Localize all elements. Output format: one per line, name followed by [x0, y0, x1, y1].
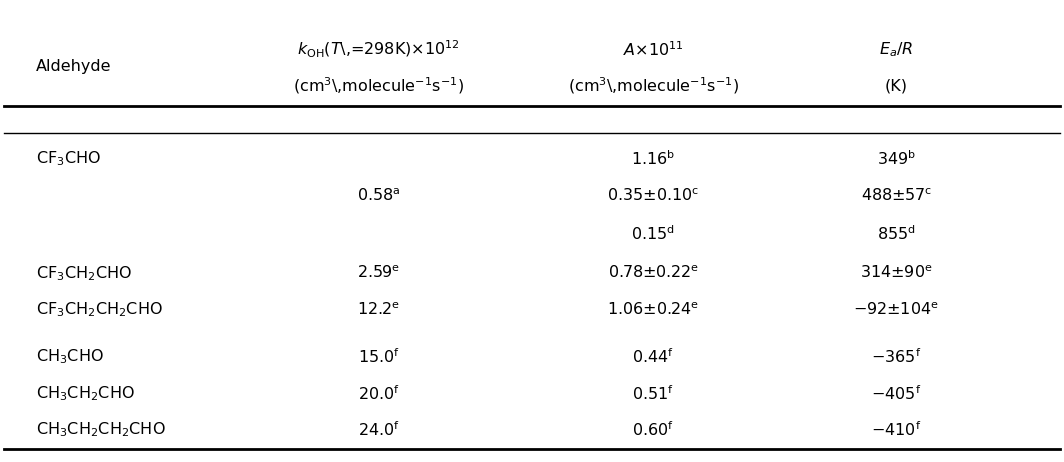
Text: CH$_3$CH$_2$CHO: CH$_3$CH$_2$CHO: [36, 384, 134, 403]
Text: CF$_3$CH$_2$CHO: CF$_3$CH$_2$CHO: [36, 264, 132, 283]
Text: 0.15$^{\rm d}$: 0.15$^{\rm d}$: [631, 225, 676, 243]
Text: 0.35±0.10$^{\rm c}$: 0.35±0.10$^{\rm c}$: [608, 188, 699, 204]
Text: 20.0$^{\rm f}$: 20.0$^{\rm f}$: [358, 384, 400, 403]
Text: −405$^{\rm f}$: −405$^{\rm f}$: [871, 384, 921, 403]
Text: 1.16$^{\rm b}$: 1.16$^{\rm b}$: [631, 149, 676, 168]
Text: 0.58$^{\rm a}$: 0.58$^{\rm a}$: [358, 188, 401, 204]
Text: CH$_3$CHO: CH$_3$CHO: [36, 348, 103, 366]
Text: CF$_3$CH$_2$CH$_2$CHO: CF$_3$CH$_2$CH$_2$CHO: [36, 300, 163, 319]
Text: 0.60$^{\rm f}$: 0.60$^{\rm f}$: [632, 420, 675, 439]
Text: −410$^{\rm f}$: −410$^{\rm f}$: [871, 420, 921, 439]
Text: 314±90$^{\rm e}$: 314±90$^{\rm e}$: [860, 265, 932, 281]
Text: $A$$\times$10$^{11}$: $A$$\times$10$^{11}$: [624, 40, 684, 59]
Text: −365$^{\rm f}$: −365$^{\rm f}$: [871, 348, 921, 366]
Text: 12.2$^{\rm e}$: 12.2$^{\rm e}$: [358, 301, 400, 318]
Text: $k_{\rm OH}$($T$\,=298K)$\times$10$^{12}$: $k_{\rm OH}$($T$\,=298K)$\times$10$^{12}…: [298, 39, 461, 60]
Text: 349$^{\rm b}$: 349$^{\rm b}$: [877, 149, 916, 168]
Text: 15.0$^{\rm f}$: 15.0$^{\rm f}$: [358, 348, 400, 366]
Text: (K): (K): [884, 79, 908, 93]
Text: −92±104$^{\rm e}$: −92±104$^{\rm e}$: [853, 301, 940, 318]
Text: 24.0$^{\rm f}$: 24.0$^{\rm f}$: [358, 420, 400, 439]
Text: Aldehyde: Aldehyde: [36, 59, 112, 74]
Text: 0.51$^{\rm f}$: 0.51$^{\rm f}$: [632, 384, 675, 403]
Text: $E_a$/$R$: $E_a$/$R$: [879, 40, 913, 59]
Text: (cm$^3$\,molecule$^{-1}$s$^{-1}$): (cm$^3$\,molecule$^{-1}$s$^{-1}$): [568, 75, 739, 96]
Text: (cm$^3$\,molecule$^{-1}$s$^{-1}$): (cm$^3$\,molecule$^{-1}$s$^{-1}$): [294, 75, 465, 96]
Text: CF$_3$CHO: CF$_3$CHO: [36, 149, 101, 168]
Text: 2.59$^{\rm e}$: 2.59$^{\rm e}$: [358, 265, 400, 281]
Text: CH$_3$CH$_2$CH$_2$CHO: CH$_3$CH$_2$CH$_2$CHO: [36, 420, 166, 439]
Text: 855$^{\rm d}$: 855$^{\rm d}$: [877, 225, 916, 243]
Text: 0.78±0.22$^{\rm e}$: 0.78±0.22$^{\rm e}$: [608, 265, 699, 281]
Text: 0.44$^{\rm f}$: 0.44$^{\rm f}$: [632, 348, 675, 366]
Text: 488±57$^{\rm c}$: 488±57$^{\rm c}$: [861, 188, 932, 204]
Text: 1.06±0.24$^{\rm e}$: 1.06±0.24$^{\rm e}$: [608, 301, 699, 318]
